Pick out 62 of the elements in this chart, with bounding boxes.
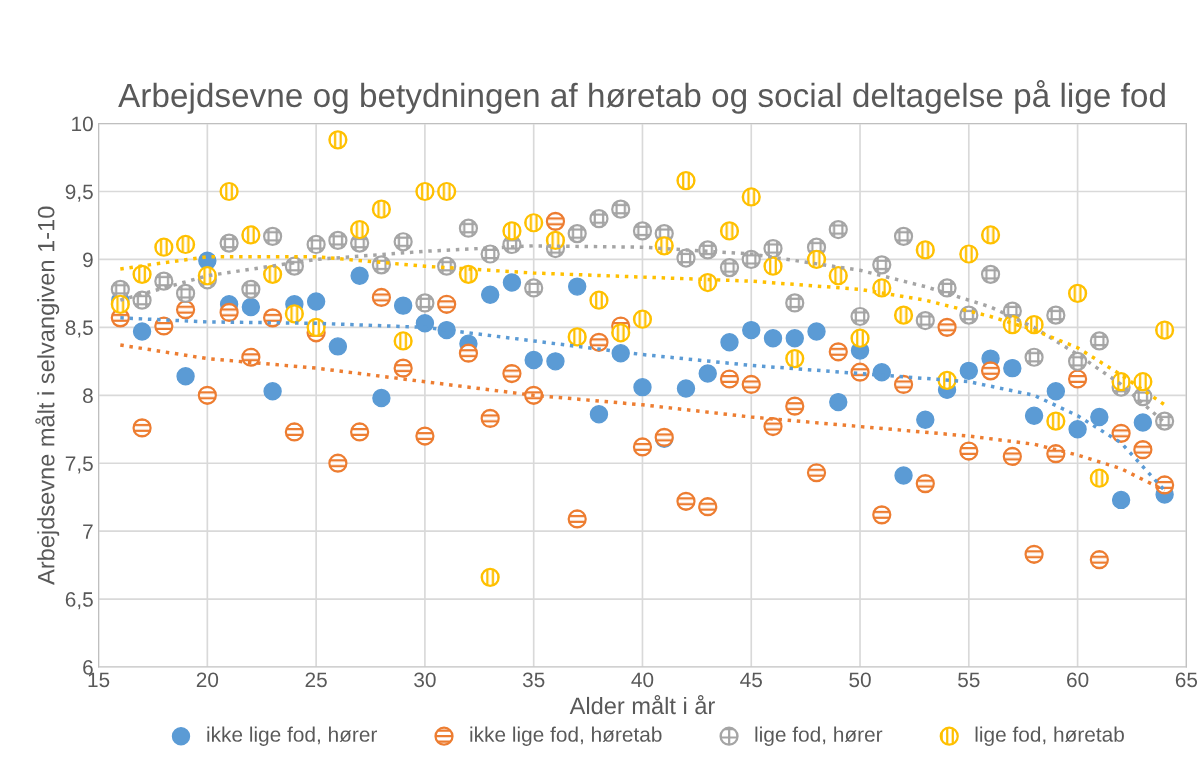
point [763, 329, 783, 348]
point [894, 466, 913, 485]
point [720, 333, 739, 352]
point [829, 392, 848, 412]
x-tick-label: 30 [414, 672, 436, 688]
point [567, 277, 587, 296]
point [1133, 413, 1153, 432]
y-tick-label: 9,5 [65, 184, 93, 202]
y-axis-title: Arbejdsevne målt i selvangiven 1-10 [35, 206, 60, 585]
point [502, 273, 522, 292]
point [350, 266, 369, 285]
point [785, 329, 804, 348]
y-tick-label: 6,5 [65, 592, 93, 610]
point [372, 388, 391, 408]
point [328, 337, 348, 356]
point [698, 364, 717, 383]
point [633, 377, 652, 397]
x-tick-label: 60 [1067, 672, 1089, 688]
point [241, 297, 261, 317]
point [1003, 358, 1022, 378]
point [480, 285, 500, 304]
point [524, 350, 543, 370]
point [872, 363, 891, 382]
x-axis-title: Alder målt i år [569, 694, 715, 715]
point [263, 382, 282, 401]
legend-label: ikke lige fod, høretab [470, 726, 662, 746]
y-tick-label: 8,5 [65, 320, 93, 338]
point [393, 296, 413, 315]
point [611, 343, 630, 363]
x-tick-label: 45 [740, 672, 762, 688]
point [176, 367, 195, 386]
point [1046, 382, 1066, 401]
point [1024, 406, 1044, 425]
point [1111, 490, 1131, 510]
y-tick-label: 7 [83, 524, 93, 539]
point [1068, 420, 1087, 439]
x-tick-label: 40 [631, 672, 654, 688]
x-tick-label: 25 [305, 672, 327, 688]
x-tick-label: 65 [1175, 672, 1198, 688]
point [546, 352, 565, 371]
x-tick-label: 35 [522, 672, 545, 688]
legend-label: ikke lige fod, hører [207, 726, 378, 746]
point [676, 379, 696, 398]
point [589, 405, 609, 424]
point [132, 322, 152, 341]
x-tick-label: 55 [958, 672, 980, 688]
y-tick-label: 9 [83, 252, 93, 268]
y-tick-label: 8 [83, 388, 93, 404]
legend-label: lige fod, høretab [975, 726, 1124, 746]
point [415, 314, 435, 333]
x-tick-label: 20 [196, 672, 219, 688]
legend-label: lige fod, hører [755, 726, 883, 746]
x-tick-label: 50 [849, 672, 871, 688]
y-tick-label: 7,5 [65, 456, 93, 474]
point [807, 322, 826, 341]
point [742, 320, 761, 340]
point [916, 410, 935, 429]
y-tick-label: 10 [72, 116, 93, 132]
point [306, 292, 326, 311]
chart-title: Arbejdsevne og betydningen af høretab og social deltagelse på lige fod [118, 80, 1165, 114]
point [959, 361, 979, 381]
point [1090, 407, 1109, 427]
